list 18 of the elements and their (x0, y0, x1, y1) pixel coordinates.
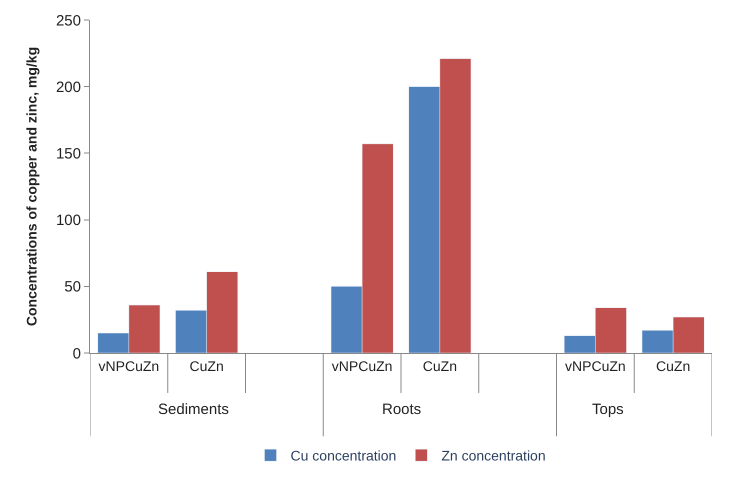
x-tick-label: vNPCuZn (565, 358, 626, 374)
legend-label: Zn concentration (441, 448, 546, 464)
y-tick-label: 0 (72, 345, 81, 362)
y-tick-label: 200 (56, 78, 81, 96)
legend-label: Cu concentration (290, 448, 396, 464)
x-tick-label: CuZn (190, 358, 224, 374)
x-tick-label: CuZn (656, 358, 690, 374)
text: Tops (592, 401, 624, 418)
y-axis-title: Concentrations of copper and zinc, mg/kg (24, 46, 40, 326)
text: Sediments (158, 401, 229, 418)
y-tick-label: 150 (56, 145, 81, 162)
y-tick-label: 100 (56, 212, 81, 230)
y-tick-label: 250 (56, 12, 81, 30)
y-tick-label: 50 (64, 278, 81, 296)
x-tick-label: vNPCuZn (98, 358, 160, 374)
x-tick-label: vNPCuZn (332, 358, 392, 374)
text: Roots (382, 401, 422, 418)
x-tick-label: CuZn (422, 358, 457, 374)
